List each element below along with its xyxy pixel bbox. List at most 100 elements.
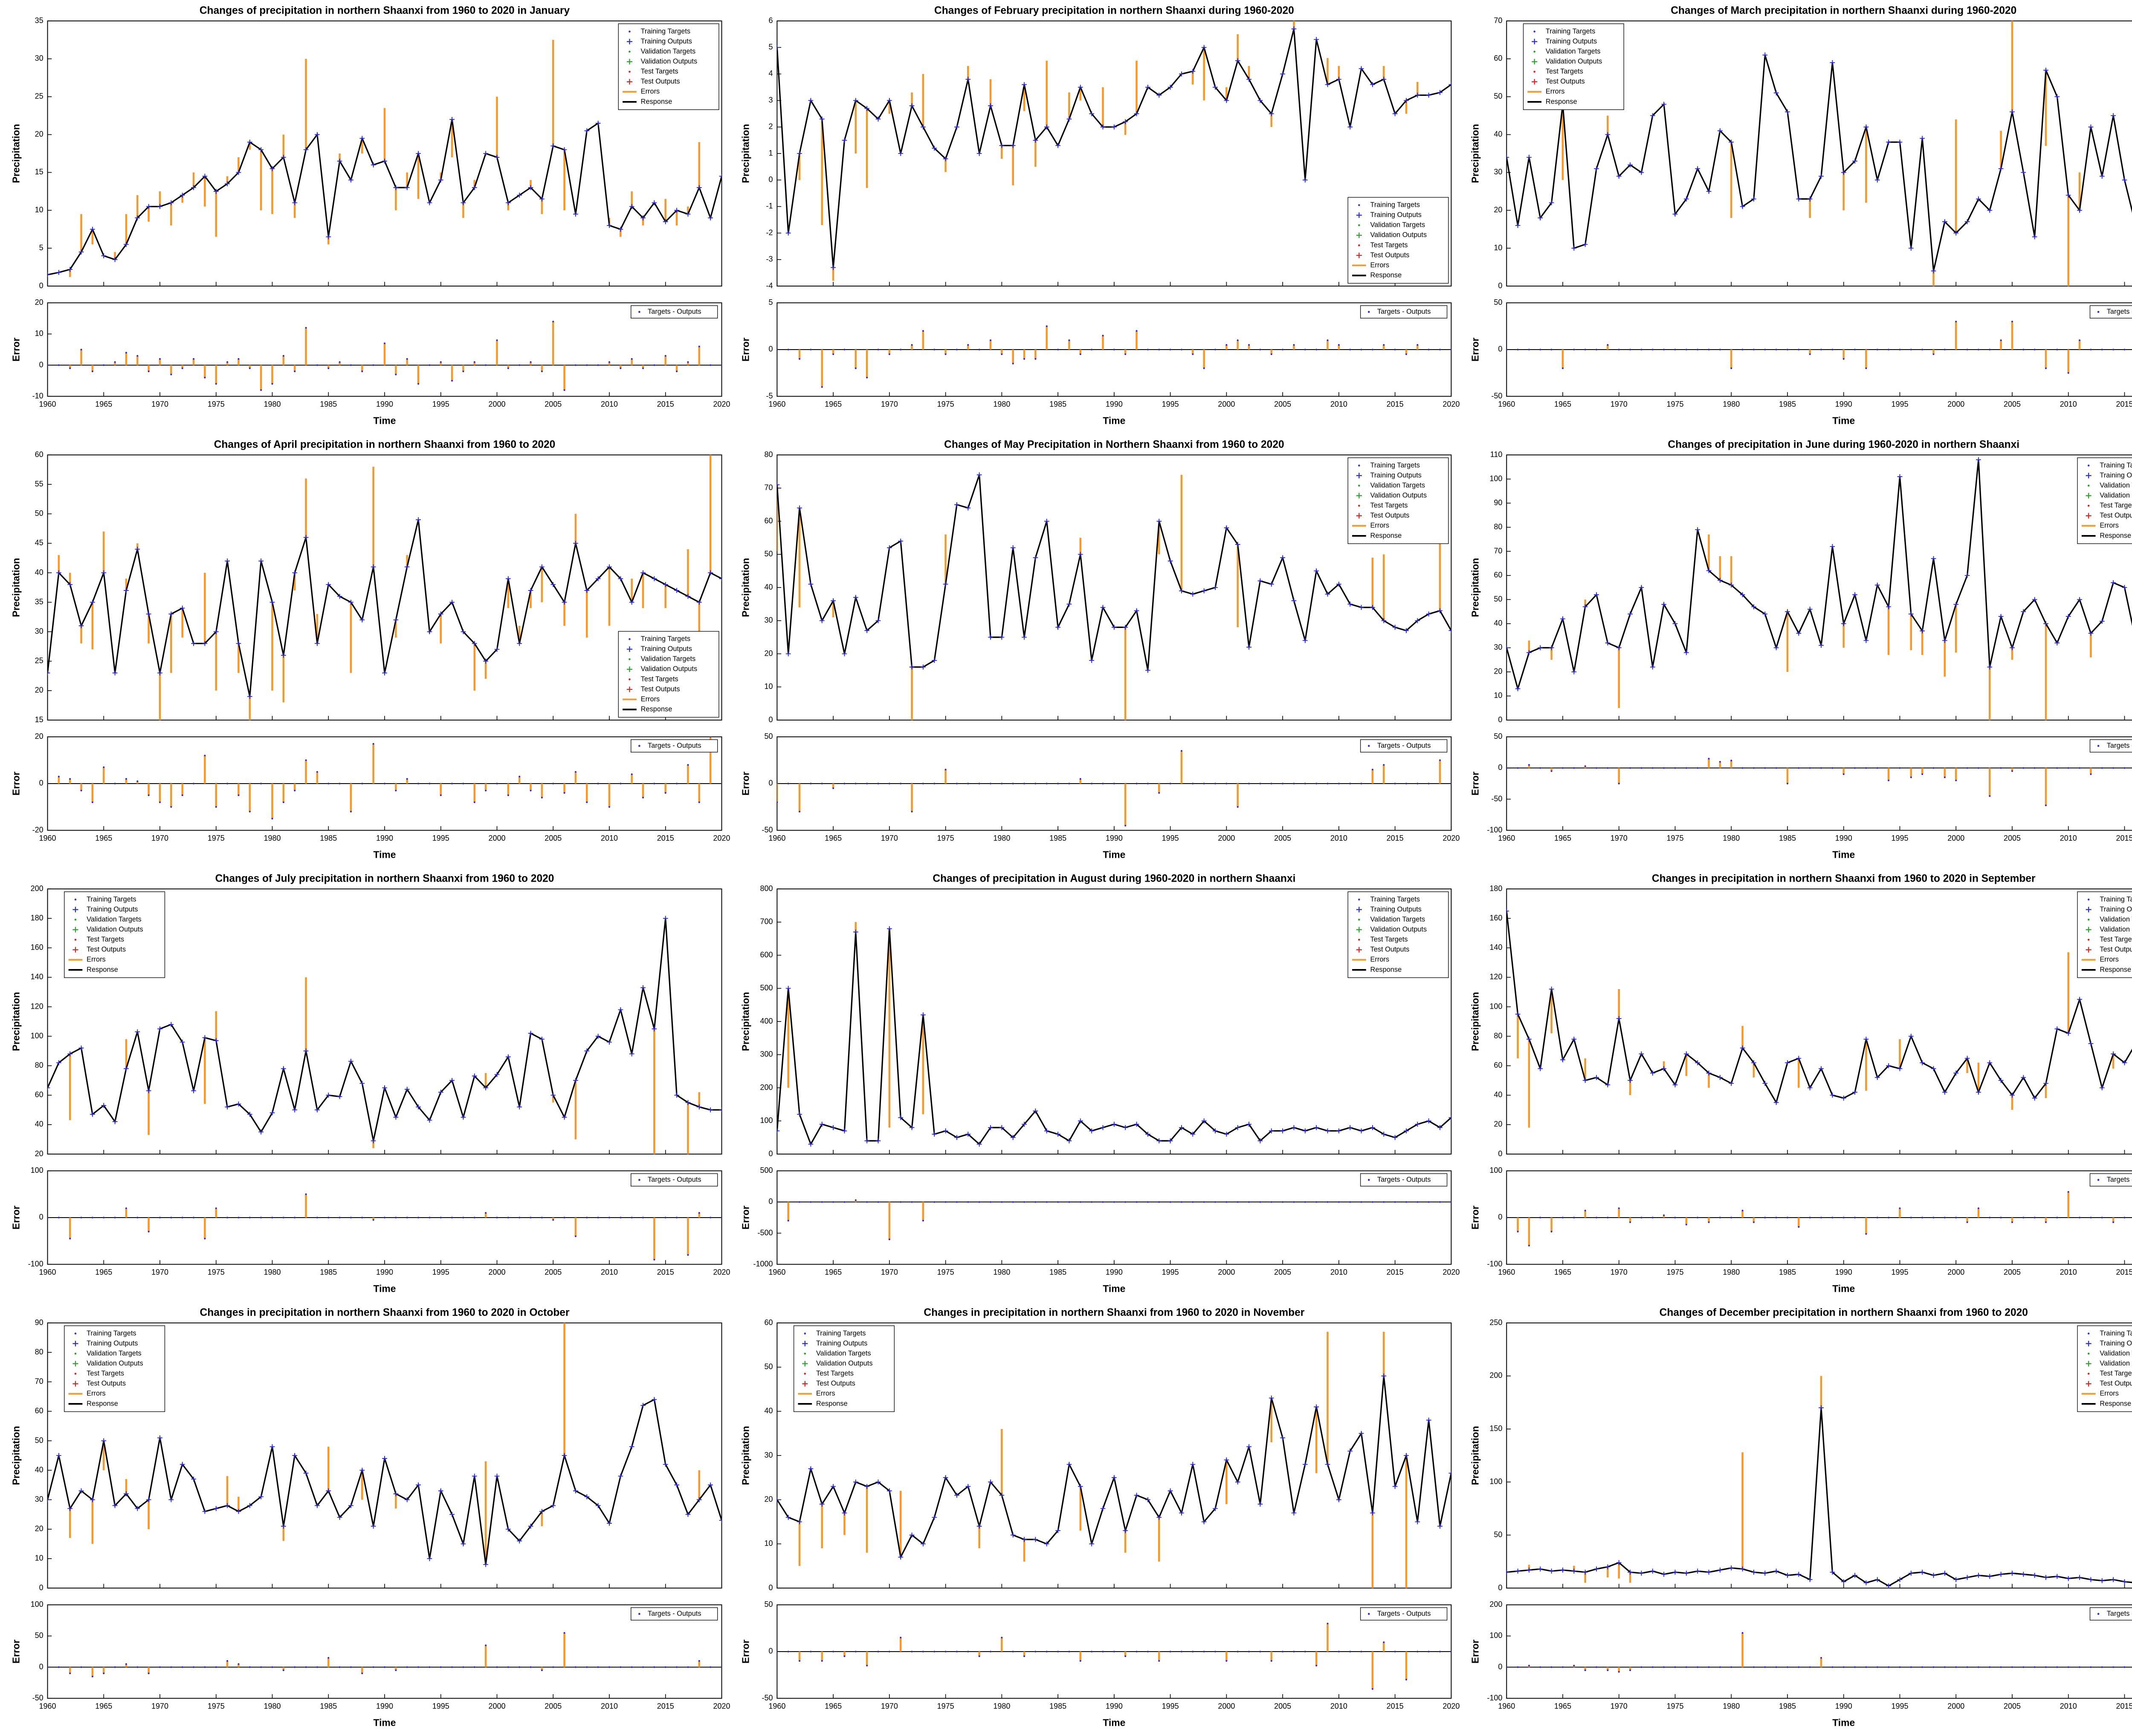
legend-swatch [626,59,633,65]
legend-label: Targets - Outputs [2107,1176,2132,1183]
error-point [1697,1217,1699,1218]
legend-swatch [1533,70,1535,73]
error-point [586,364,588,366]
output-marker [135,547,140,552]
error-point [990,339,991,341]
output-marker [56,270,61,275]
chart-title: Changes of April precipitation in northe… [214,439,556,451]
error-legend: Targets - Outputs [2089,1173,2132,1186]
legend-swatch [1367,745,1370,747]
error-legend: Targets - Outputs [2089,1607,2132,1620]
output-marker [1291,1510,1297,1516]
error-point [687,764,689,766]
output-marker [494,155,500,160]
output-marker [1448,1470,1451,1476]
error-point [2123,767,2126,769]
error-point [271,1666,273,1668]
error-point [1259,1201,1261,1203]
error-point [620,1666,622,1668]
error-point [1349,1651,1351,1652]
x-tick-label: 1965 [95,1268,112,1276]
output-marker [652,200,657,205]
output-marker [1213,1128,1218,1134]
error-point [1360,1201,1362,1203]
output-marker [777,1497,780,1502]
error-point [1607,1669,1609,1671]
output-marker [1156,518,1162,524]
error-point [473,361,475,363]
error-point [799,1660,801,1662]
y-axis-label: Precipitation [1469,1426,1480,1485]
x-axis-label: Time [1832,849,1855,860]
error-plot [1506,1632,2132,1673]
error-plot [777,750,1451,827]
y-tick-label: 2 [769,122,773,131]
error-point [575,1235,576,1237]
error-point [1394,783,1396,784]
chart-title: Changes of precipitation in northern Sha… [200,5,570,17]
x-tick-label: 2010 [1330,834,1347,842]
x-tick-label: 1975 [208,1702,225,1710]
error-point [978,1201,980,1203]
y-tick-label: 10 [1494,243,1502,252]
error-point [1899,1207,1901,1209]
output-marker [315,1107,320,1113]
output-marker [1145,84,1150,90]
output-marker [1706,1071,1712,1076]
output-marker [1942,1090,1947,1095]
output-marker [629,204,634,209]
legend-label: Response [1546,98,1577,105]
error-plot [47,1632,722,1678]
legend-label: Validation Targets [641,47,696,55]
y-tick-label: 10 [1494,691,1502,700]
error-point [1741,1632,1744,1634]
output-marker [1426,93,1431,98]
error-legend: Targets - Outputs [2089,305,2132,318]
error-point [125,1207,127,1209]
legend-label: Training Targets [816,1329,866,1337]
output-marker [1594,166,1599,171]
x-tick-label: 1970 [151,834,168,842]
response-plot [1506,1376,2132,1588]
error-point [148,1672,150,1675]
error-point [1798,349,1800,350]
error-point [1910,1217,1912,1218]
response-plot [1506,909,2132,1128]
response-plot [47,40,722,278]
output-marker [404,1497,410,1502]
y2-tick-label: -100 [1487,1693,1502,1702]
output-marker [875,1479,881,1485]
error-point [1674,1666,1676,1668]
error-point [193,358,195,360]
error-point [1629,767,1631,769]
error-point [933,349,936,350]
output-marker [898,1115,904,1120]
legend-swatch [1533,30,1535,33]
legend-swatch [72,1340,78,1347]
output-marker [1190,591,1196,597]
output-marker [2043,621,2048,626]
output-marker [202,1035,208,1040]
error-point [2056,1666,2058,1668]
output-marker [696,599,702,605]
y2-tick-label: 50 [35,1631,43,1640]
legend-swatch [1356,212,1362,218]
output-marker [157,1026,162,1032]
output-marker [965,505,971,511]
output-marker [999,1493,1005,1498]
error-point [2067,372,2069,374]
x-tick-label: 1985 [320,1268,337,1276]
chart-title: Changes in precipitation in northern Sha… [924,1307,1304,1319]
x-tick-label: 1980 [993,1702,1010,1710]
error-point [1573,1217,1575,1218]
output-marker [1908,611,1914,617]
output-marker [777,1128,780,1134]
output-marker [1506,155,1509,160]
output-marker [1235,542,1240,547]
y-tick-label: 60 [1494,54,1502,63]
error-point [2101,1217,2103,1218]
output-marker [1785,1060,1790,1065]
error-point [687,1666,689,1668]
